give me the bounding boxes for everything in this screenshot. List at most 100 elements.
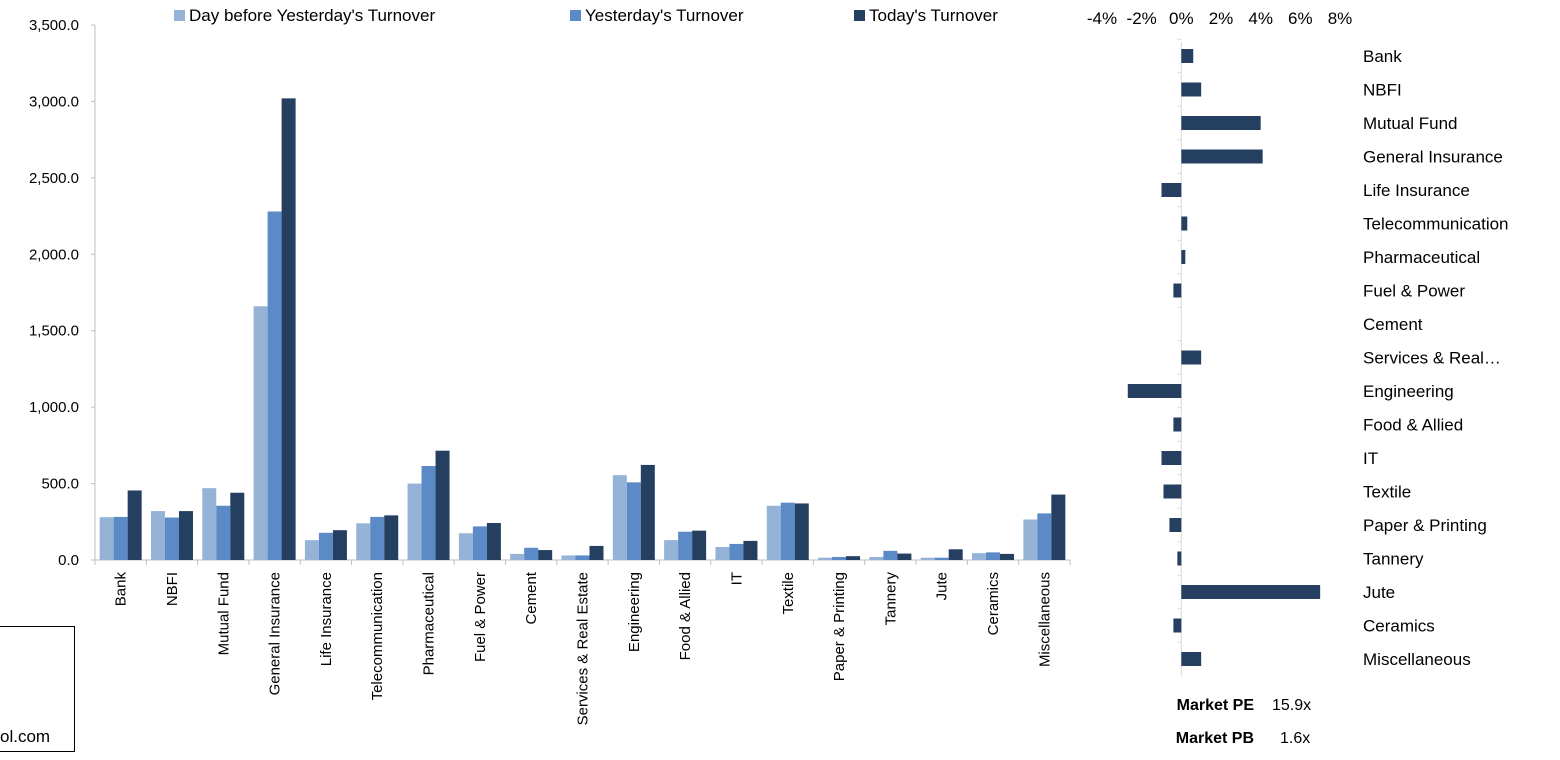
legend-yesterday: Yesterday's Turnover — [570, 6, 744, 26]
turnover-bar — [794, 503, 809, 560]
sector-label: Bank — [1363, 47, 1402, 66]
x-category-label: Jute — [934, 572, 951, 600]
sector-label: Engineering — [1363, 382, 1454, 401]
pct-change-bar — [1173, 618, 1182, 633]
x-category-label: Services & Real Estate — [575, 572, 592, 725]
sector-label: Pharmaceutical — [1363, 248, 1480, 267]
pct-change-bar — [1169, 518, 1182, 532]
turnover-bar — [575, 555, 590, 560]
turnover-bar — [538, 550, 553, 560]
y-tick-label: 3,000.0 — [29, 93, 79, 110]
pct-change-bar — [1127, 384, 1182, 398]
x-category-label: Tannery — [882, 572, 899, 626]
pct-change-bar — [1181, 652, 1202, 666]
x-category-label: Life Insurance — [318, 572, 335, 666]
turnover-bar — [612, 475, 627, 560]
sector-label: General Insurance — [1363, 148, 1503, 167]
x-category-label: Bank — [113, 572, 130, 607]
turnover-bar — [113, 516, 128, 560]
turnover-bar — [332, 530, 347, 560]
pct-change-bar — [1181, 82, 1202, 97]
pct-axis-label: 6% — [1288, 9, 1313, 28]
turnover-bar — [150, 511, 165, 560]
market-pe-value: 15.9x — [1272, 697, 1312, 714]
turnover-bar — [253, 306, 268, 560]
pct-change-bar — [1173, 417, 1182, 432]
turnover-bar — [1000, 553, 1015, 560]
y-tick-label: 0.0 — [58, 552, 79, 569]
turnover-bar — [1051, 494, 1066, 560]
legend-swatch-yesterday — [570, 10, 581, 21]
x-category-label: Cement — [523, 571, 540, 624]
sector-label: Ceramics — [1363, 617, 1435, 636]
sector-label: Fuel & Power — [1363, 282, 1465, 301]
turnover-bar — [664, 540, 679, 560]
x-category-label: Mutual Fund — [215, 572, 232, 655]
legend-today: Today's Turnover — [854, 6, 998, 26]
pct-change-bar — [1181, 116, 1261, 130]
x-category-label: Food & Allied — [677, 572, 694, 660]
y-tick-label: 3,500.0 — [29, 17, 79, 34]
sector-label: Tannery — [1363, 550, 1424, 569]
turnover-bar — [99, 517, 114, 560]
turnover-bar — [486, 523, 501, 560]
turnover-bar — [407, 483, 422, 560]
turnover-bar — [818, 557, 833, 560]
turnover-bar — [356, 523, 371, 560]
x-category-label: Paper & Printing — [831, 572, 848, 681]
pct-change-bar — [1181, 585, 1321, 599]
pct-axis-label: 2% — [1209, 9, 1234, 28]
turnover-bar — [281, 98, 296, 560]
turnover-bar — [715, 547, 730, 560]
market-pe-label: Market PE — [1176, 697, 1254, 714]
pct-change-bar — [1161, 183, 1182, 197]
turnover-bar — [202, 488, 217, 560]
turnover-bar — [164, 517, 179, 560]
footer-text: ol.com — [0, 727, 51, 746]
turnover-bar — [678, 531, 693, 560]
y-tick-label: 500.0 — [41, 476, 79, 493]
turnover-bar — [435, 450, 450, 560]
x-category-label: General Insurance — [267, 572, 284, 695]
x-category-label: Pharmaceutical — [421, 572, 438, 675]
turnover-bar — [127, 490, 142, 560]
turnover-bar — [869, 556, 884, 560]
sector-label: NBFI — [1363, 81, 1402, 100]
turnover-bar — [421, 465, 436, 560]
legend-day-before: Day before Yesterday's Turnover — [174, 6, 435, 26]
turnover-bar — [626, 482, 641, 560]
sector-label: Services & Real… — [1363, 349, 1501, 368]
market-pb-value: 1.6x — [1280, 730, 1311, 747]
sector-label: Cement — [1363, 315, 1423, 334]
pct-axis-label: 4% — [1248, 9, 1273, 28]
turnover-bar — [766, 505, 781, 560]
turnover-bar — [1037, 513, 1052, 560]
y-tick-label: 1,000.0 — [29, 399, 79, 416]
turnover-bar — [304, 540, 319, 560]
turnover-bar — [589, 545, 604, 560]
turnover-bar — [780, 502, 795, 560]
y-tick-label: 1,500.0 — [29, 323, 79, 340]
turnover-bar — [883, 550, 898, 560]
pct-change-bar — [1181, 49, 1194, 63]
turnover-bar — [934, 557, 949, 560]
sector-label: Life Insurance — [1363, 181, 1470, 200]
legend-swatch-today — [854, 10, 865, 21]
pct-change-bar — [1163, 484, 1182, 499]
x-category-label: Ceramics — [985, 572, 1002, 635]
pct-change-bar — [1181, 350, 1202, 365]
turnover-bar — [920, 557, 935, 560]
legend-label-yesterday: Yesterday's Turnover — [585, 6, 744, 25]
turnover-bar — [832, 556, 847, 560]
pct-change-bar — [1181, 250, 1186, 264]
sector-label: Miscellaneous — [1363, 650, 1471, 669]
pct-change-bar — [1177, 551, 1182, 566]
y-tick-label: 2,000.0 — [29, 246, 79, 263]
pct-change-bar — [1161, 451, 1182, 465]
turnover-bar — [846, 556, 861, 560]
footer-box — [0, 626, 75, 752]
turnover-bar — [640, 464, 655, 560]
turnover-bar — [972, 553, 987, 560]
sector-label: Paper & Printing — [1363, 516, 1487, 535]
